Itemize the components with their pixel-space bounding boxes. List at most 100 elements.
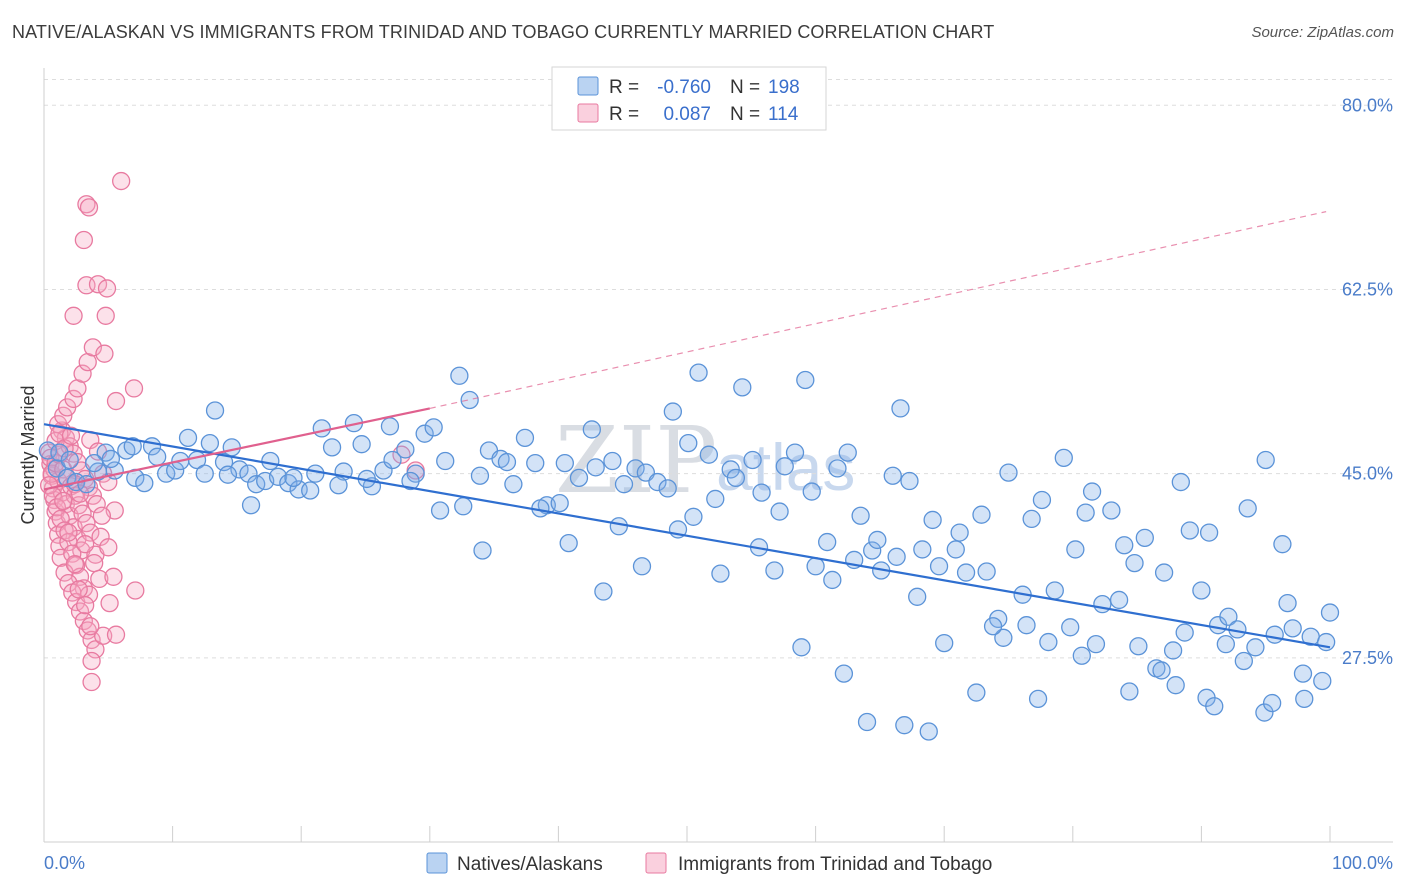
natives-point-105 (1135, 528, 1154, 548)
natives-point-141 (380, 417, 400, 436)
natives-point-51 (559, 533, 578, 553)
natives-point-114 (1219, 607, 1238, 626)
natives-point-110 (1180, 521, 1199, 540)
correlation-legend: R = -0.760 N = 198 R = 0.087 N = 114 (551, 66, 827, 131)
natives-point-86 (935, 633, 954, 653)
natives-point-149 (586, 458, 605, 477)
y-tick-label-0: 27.5% (1342, 648, 1393, 668)
natives-point-168 (1017, 616, 1036, 635)
natives-point-54 (594, 582, 613, 601)
trinidad-point-102 (85, 553, 104, 573)
trinidad-point-92 (126, 581, 145, 600)
series-trinidad-points (39, 171, 425, 692)
trinidad-point-73 (79, 198, 99, 217)
trinidad-point-69 (88, 275, 108, 294)
natives-point-85 (923, 510, 942, 530)
natives-point-46 (504, 475, 523, 494)
trend-lines (43, 211, 1331, 649)
legend-r-value-2: 0.087 (663, 104, 711, 125)
natives-point-28 (312, 419, 331, 438)
natives-point-139 (329, 476, 348, 495)
trinidad-point-105 (59, 523, 78, 542)
natives-point-77 (838, 443, 857, 462)
natives-point-19 (222, 438, 241, 457)
natives-point-101 (1093, 595, 1112, 614)
legend-n-value-2: 114 (768, 104, 799, 125)
natives-point-50 (550, 493, 569, 513)
natives-point-2 (57, 468, 77, 488)
natives-point-179 (1255, 703, 1274, 722)
trinidad-point-91 (82, 672, 101, 692)
legend-r-value-1: -0.760 (657, 77, 711, 98)
natives-point-143 (430, 501, 450, 520)
natives-point-153 (684, 507, 703, 526)
natives-point-32 (352, 435, 371, 454)
natives-point-137 (284, 468, 303, 488)
natives-point-188 (983, 617, 1003, 636)
natives-point-62 (679, 433, 698, 453)
natives-point-84 (913, 540, 932, 559)
natives-point-192 (1166, 676, 1185, 695)
natives-point-65 (711, 564, 730, 583)
natives-point-52 (569, 468, 589, 488)
trinidad-point-77 (124, 379, 144, 398)
natives-point-24 (268, 467, 288, 486)
trinidad-point-109 (81, 617, 100, 636)
natives-point-112 (1199, 523, 1219, 542)
natives-point-163 (908, 587, 927, 606)
natives-point-190 (1072, 646, 1091, 665)
trinidad-point-90 (82, 651, 101, 671)
natives-point-68 (743, 450, 762, 470)
natives-point-20 (230, 460, 249, 479)
trinidad-point-66 (83, 338, 103, 357)
natives-point-42 (460, 390, 479, 410)
natives-point-89 (967, 683, 986, 702)
y-axis-label: Currently Married (18, 385, 38, 524)
natives-point-60 (658, 479, 677, 498)
natives-point-75 (818, 532, 837, 552)
trinidad-point-78 (95, 344, 114, 363)
natives-point-164 (929, 557, 949, 576)
natives-point-10 (135, 473, 154, 493)
natives-point-83 (900, 471, 919, 491)
natives-point-185 (857, 712, 877, 732)
natives-point-78 (851, 506, 870, 525)
bottom-legend-label-trinidad: Immigrants from Trinidad and Tobago (678, 854, 992, 875)
natives-point-181 (1295, 689, 1314, 709)
natives-point-36 (396, 440, 415, 459)
trinidad-point-72 (77, 195, 96, 214)
natives-point-151 (632, 557, 652, 576)
natives-point-67 (733, 378, 752, 397)
trinidad-point-87 (94, 626, 113, 645)
natives-point-109 (1171, 472, 1190, 492)
series-legend: Natives/Alaskans Immigrants from Trinida… (426, 852, 992, 875)
legend-r-label-2: R = (609, 104, 639, 125)
trinidad-point-58 (86, 640, 105, 659)
natives-point-97 (1054, 448, 1073, 468)
natives-point-124 (1313, 671, 1332, 691)
trinidad-point-89 (106, 625, 126, 644)
natives-point-69 (752, 483, 771, 502)
natives-point-71 (775, 457, 794, 476)
trinidad-point-57 (82, 630, 101, 650)
natives-point-184 (834, 664, 854, 683)
trinidad-point-110 (92, 506, 112, 525)
natives-point-171 (1086, 634, 1106, 654)
natives-point-191 (1120, 682, 1139, 701)
natives-point-155 (726, 468, 746, 488)
natives-point-92 (999, 463, 1018, 482)
natives-point-158 (802, 482, 821, 501)
natives-point-178 (1234, 651, 1253, 671)
legend-n-label-1: N = (730, 77, 760, 98)
trinidad-point-62 (64, 389, 83, 409)
natives-point-129 (101, 449, 121, 469)
natives-point-59 (648, 472, 667, 492)
trinidad-point-103 (90, 569, 109, 589)
trinidad-point-67 (64, 306, 83, 325)
natives-point-117 (1246, 638, 1265, 657)
natives-point-79 (863, 541, 882, 560)
natives-point-187 (919, 722, 938, 741)
trinidad-point-28 (77, 513, 96, 533)
trinidad-point-106 (65, 555, 85, 574)
